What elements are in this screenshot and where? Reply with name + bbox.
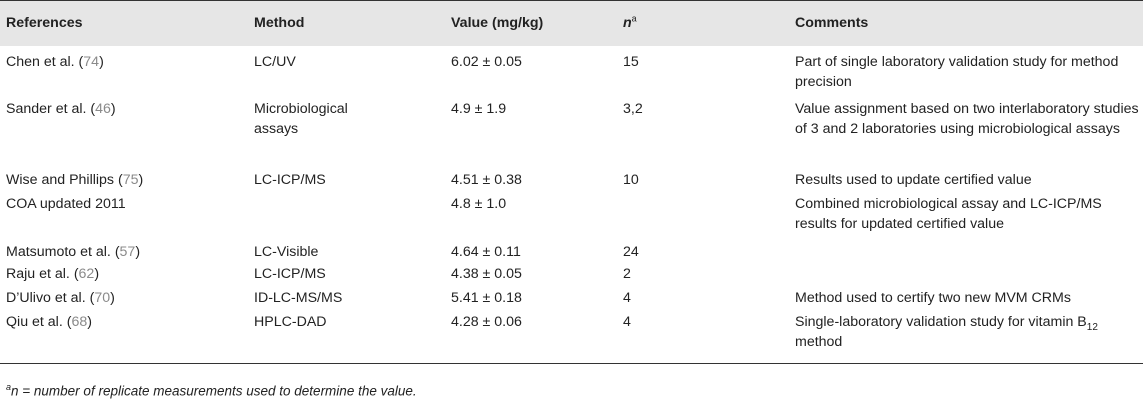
reference-link[interactable]: 46 (95, 100, 111, 117)
reference-link[interactable]: 57 (119, 243, 136, 260)
cell-comment (789, 262, 1143, 286)
reference-link[interactable]: 68 (71, 313, 88, 330)
table-row: Raju et al. (62) LC-ICP/MS 4.38 ± 0.05 2 (0, 262, 1143, 286)
table-row: COA updated 2011 4.8 ± 1.0 Combined micr… (0, 192, 1143, 240)
footnote-marker: a (6, 382, 12, 392)
cell-reference: Matsumoto et al. (57) (6, 243, 141, 260)
cell-reference: Chen et al. (74) (6, 53, 104, 70)
footnote-text: n = number of replicate measurements use… (11, 383, 417, 399)
cell-value: 4.28 ± 0.06 (445, 309, 617, 364)
header-n: na (617, 1, 789, 46)
table-header: References Method Value (mg/kg) na Comme… (0, 0, 1143, 46)
table-row: Chen et al. (74) LC/UV 6.02 ± 0.05 15 Pa… (0, 46, 1143, 98)
header-method: Method (254, 14, 305, 31)
data-table: References Method Value (mg/kg) na Comme… (0, 0, 1143, 364)
cell-n: 15 (623, 53, 639, 70)
reference-link[interactable]: 74 (83, 53, 100, 70)
cell-n: 4 (617, 309, 789, 364)
header-n-label: n (623, 14, 632, 31)
cell-value: 4.51 ± 0.38 (451, 171, 522, 188)
table-row: Matsumoto et al. (57) LC-Visible 4.64 ± … (0, 240, 1143, 262)
cell-value: 4.9 ± 1.9 (451, 100, 507, 117)
cell-comment: Part of single laboratory validation stu… (795, 53, 1119, 90)
cell-method: LC-Visible (254, 243, 319, 260)
cell-comment: Results used to update certified value (795, 171, 1032, 188)
header-references: References (6, 14, 83, 31)
cell-method: LC/UV (254, 53, 296, 70)
cell-reference: D’Ulivo et al. (70) (6, 289, 115, 306)
cell-n: 24 (623, 243, 639, 260)
cell-n: 3,2 (623, 100, 643, 117)
header-comments: Comments (795, 14, 869, 31)
cell-method: LC-ICP/MS (254, 265, 326, 282)
cell-value: 4.38 ± 0.05 (451, 265, 522, 282)
cell-comment (789, 240, 1143, 262)
table-body: Chen et al. (74) LC/UV 6.02 ± 0.05 15 Pa… (0, 46, 1143, 364)
header-row: References Method Value (mg/kg) na Comme… (0, 0, 1143, 46)
reference-link[interactable]: 70 (94, 289, 111, 306)
cell-method: ID-LC-MS/MS (254, 289, 343, 306)
header-value: Value (mg/kg) (451, 14, 544, 31)
cell-method: Microbiological assays (254, 100, 348, 137)
cell-method: LC-ICP/MS (254, 171, 326, 188)
table-row: Qiu et al. (68) HPLC-DAD 4.28 ± 0.06 4 S… (0, 309, 1143, 364)
reference-link[interactable]: 62 (78, 265, 95, 282)
cell-value: 4.64 ± 0.11 (451, 243, 521, 260)
table-footnote: an = number of replicate measurements us… (6, 382, 417, 399)
cell-comment: Value assignment based on two interlabor… (795, 100, 1139, 137)
cell-value: 6.02 ± 0.05 (451, 53, 522, 70)
cell-method (248, 192, 445, 240)
cell-value: 5.41 ± 0.18 (451, 289, 522, 306)
cell-comment: Combined microbiological assay and LC-IC… (795, 195, 1102, 232)
cell-reference: Qiu et al. (68) (0, 309, 248, 364)
cell-reference: COA updated 2011 (6, 195, 126, 212)
cell-n: 10 (623, 171, 639, 188)
cell-n: 2 (623, 265, 631, 282)
cell-reference: Raju et al. (62) (6, 265, 100, 282)
cell-comment: Method used to certify two new MVM CRMs (795, 289, 1071, 306)
table-row: D’Ulivo et al. (70) ID-LC-MS/MS 5.41 ± 0… (0, 286, 1143, 310)
cell-reference: Wise and Phillips (75) (6, 171, 144, 188)
table-row: Sander et al. (46) Microbiological assay… (0, 98, 1143, 170)
header-n-superscript: a (631, 13, 637, 24)
cell-n (617, 192, 789, 240)
cell-comment: Single-laboratory validation study for v… (789, 309, 1143, 364)
reference-link[interactable]: 75 (122, 171, 139, 188)
cell-reference: Sander et al. (46) (6, 100, 116, 117)
cell-n: 4 (623, 289, 631, 306)
cell-value: 4.8 ± 1.0 (451, 195, 507, 212)
subscript-12: 12 (1086, 321, 1098, 333)
table-row: Wise and Phillips (75) LC-ICP/MS 4.51 ± … (0, 170, 1143, 192)
cell-method: HPLC-DAD (248, 309, 445, 364)
